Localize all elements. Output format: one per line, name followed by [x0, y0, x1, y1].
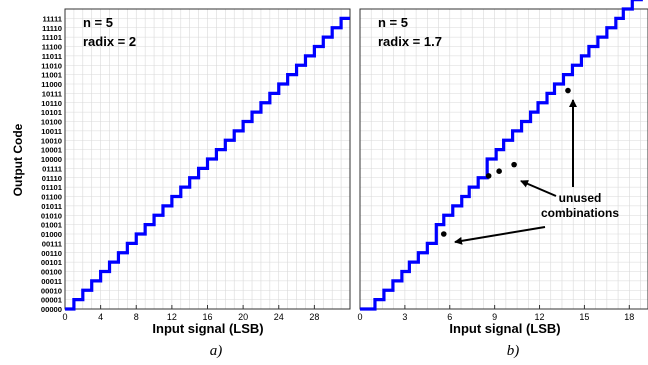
panel-b-x-tick-label: 18	[624, 312, 634, 322]
y-tick-label: 10101	[41, 108, 63, 117]
y-tick-label: 00011	[41, 277, 62, 286]
y-tick-label: 01111	[42, 164, 63, 173]
panel-b: 0 3 6 9 12 15 18 n = 5 radix = 1.7 Input signa…	[357, 0, 648, 336]
panel-b-x-tick-label: 3	[402, 312, 407, 322]
unused-combination-point	[565, 87, 571, 94]
panel-a-staircase	[65, 16, 350, 311]
panel-b-x-axis-label: Input signal (LSB)	[449, 321, 560, 336]
y-tick-label: 00010	[41, 286, 62, 295]
callout-arrow-2	[520, 180, 557, 197]
y-tick-label: 01110	[42, 174, 62, 183]
panel-a-x-tick-label: 20	[238, 312, 248, 322]
unused-combination-point	[440, 231, 447, 237]
y-tick-label: 11110	[42, 24, 62, 33]
y-tick-label: 10010	[41, 136, 62, 145]
y-tick-label: 00001	[41, 296, 63, 305]
panel-a-caption: a)	[209, 343, 223, 359]
panel-a-radix-label: radix = 2	[83, 34, 136, 49]
y-tick-label: 11000	[41, 80, 62, 89]
y-tick-label: 10000	[41, 155, 62, 164]
panel-a-x-tick-label: 4	[98, 312, 103, 322]
y-tick-label: 10001	[41, 146, 63, 155]
unused-combination-point	[496, 168, 502, 174]
unused-combination-point	[511, 161, 517, 168]
panel-b-staircase	[360, 0, 643, 311]
panel-b-x-tick-label: 12	[535, 312, 545, 322]
y-tick-label: 11011	[42, 52, 63, 61]
panel-a-x-tick-label: 24	[274, 312, 284, 322]
panel-a-x-tick-label: 16	[202, 312, 212, 322]
y-tick-label: 10011	[41, 127, 62, 136]
unused-combination-point	[485, 173, 492, 179]
y-tick-label: 01000	[41, 230, 62, 239]
y-tick-label: 01100	[41, 193, 62, 202]
panel-b-radix-label: radix = 1.7	[378, 34, 442, 49]
panel-a-n-label: n = 5	[83, 15, 113, 30]
y-tick-label: 11100	[42, 43, 62, 52]
panel-b-grid	[359, 9, 648, 310]
y-tick-label: 10111	[42, 89, 63, 98]
callout-line: unused	[559, 191, 602, 205]
panel-b-x-tick-label: 6	[447, 312, 452, 322]
y-tick-label: 01010	[41, 211, 62, 220]
panel-b-caption: b)	[506, 343, 520, 359]
panel-a-x-tick-label: 0	[62, 312, 67, 322]
y-tick-label: 01101	[41, 183, 62, 192]
panel-b-x-tick-label: 9	[492, 312, 497, 322]
y-tick-label: 00000	[41, 305, 62, 314]
panel-a-x-tick-label: 8	[134, 312, 139, 322]
y-tick-label: 11001	[41, 71, 62, 80]
y-tick-label: 11111	[43, 14, 63, 23]
y-tick-label: 00100	[41, 268, 62, 277]
panel-b-frame	[359, 8, 648, 310]
callout-arrow-3	[454, 226, 546, 245]
panel-b-x-tick-label: 0	[357, 312, 362, 322]
y-tick-label: 00110	[41, 249, 62, 258]
panel-b-x-ticks: 0 3 6 9 12 15 18	[357, 305, 634, 322]
panel-b-unused-points	[440, 87, 571, 237]
y-tick-labels: 0000000001000100001100100001010011000111…	[41, 14, 63, 314]
y-tick-label: 11010	[41, 61, 62, 70]
y-tick-label: 01011	[41, 202, 62, 211]
panel-a-x-axis-label: Input signal (LSB)	[152, 321, 263, 336]
unused-combinations-label: unused combinations	[541, 191, 619, 220]
y-tick-label: 00111	[42, 239, 63, 248]
panel-b-x-tick-label: 15	[579, 312, 589, 322]
panel-a-x-ticks: 0 4 8 12 16 20 24 28	[62, 305, 319, 322]
y-axis-label: Output Code	[11, 123, 25, 196]
y-tick-label: 11101	[42, 33, 63, 42]
y-tick-label: 10110	[41, 99, 62, 108]
y-tick-label: 10100	[41, 118, 62, 127]
panel-a-x-tick-label: 28	[309, 312, 319, 322]
y-tick-label: 01001	[41, 221, 63, 230]
callout-line: combinations	[541, 206, 619, 220]
panel-a-x-tick-label: 12	[167, 312, 177, 322]
panel-a: 0 4 8 12 16 20 24 28 n = 5 radix = 2 Input sign…	[62, 8, 351, 336]
panel-b-n-label: n = 5	[378, 15, 408, 30]
y-tick-label: 00101	[41, 258, 63, 267]
